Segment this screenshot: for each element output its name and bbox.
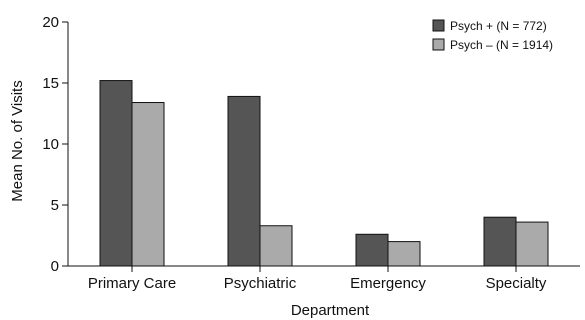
x-axis: Primary Care Psychiatric Emergency Specialt… [68,265,580,292]
y-tick-label: 20 [42,14,59,31]
legend-label: Psych + (N = 772) [450,19,547,33]
bar-series-2 [515,221,549,267]
y-axis-title: Mean No. of Visits [9,80,26,201]
y-tick-label: 10 [42,136,59,153]
legend-label: Psych – (N = 1914) [450,38,553,52]
bar-series-2 [387,241,421,267]
bar-series-1 [355,233,389,267]
y-tick-label: 5 [51,197,59,214]
legend: Psych + (N = 772) Psych – (N = 1914) [432,19,553,52]
legend-swatch [432,19,445,32]
x-tick-label: Psychiatric [224,275,297,292]
bar-series-1 [99,80,133,267]
y-tick-label: 15 [42,75,59,92]
y-axis: 0 5 10 15 20 [42,14,69,275]
bar-series-2 [259,225,293,267]
bars [99,80,549,267]
legend-swatch [432,38,445,51]
bar-series-2 [131,102,165,267]
x-tick-label: Primary Care [88,275,176,292]
x-tick-label: Specialty [486,275,547,292]
bar-series-1 [227,95,261,267]
x-axis-title: Department [291,302,370,319]
y-tick-label: 0 [51,258,59,275]
bar-series-1 [483,216,517,267]
x-tick-label: Emergency [350,275,426,292]
